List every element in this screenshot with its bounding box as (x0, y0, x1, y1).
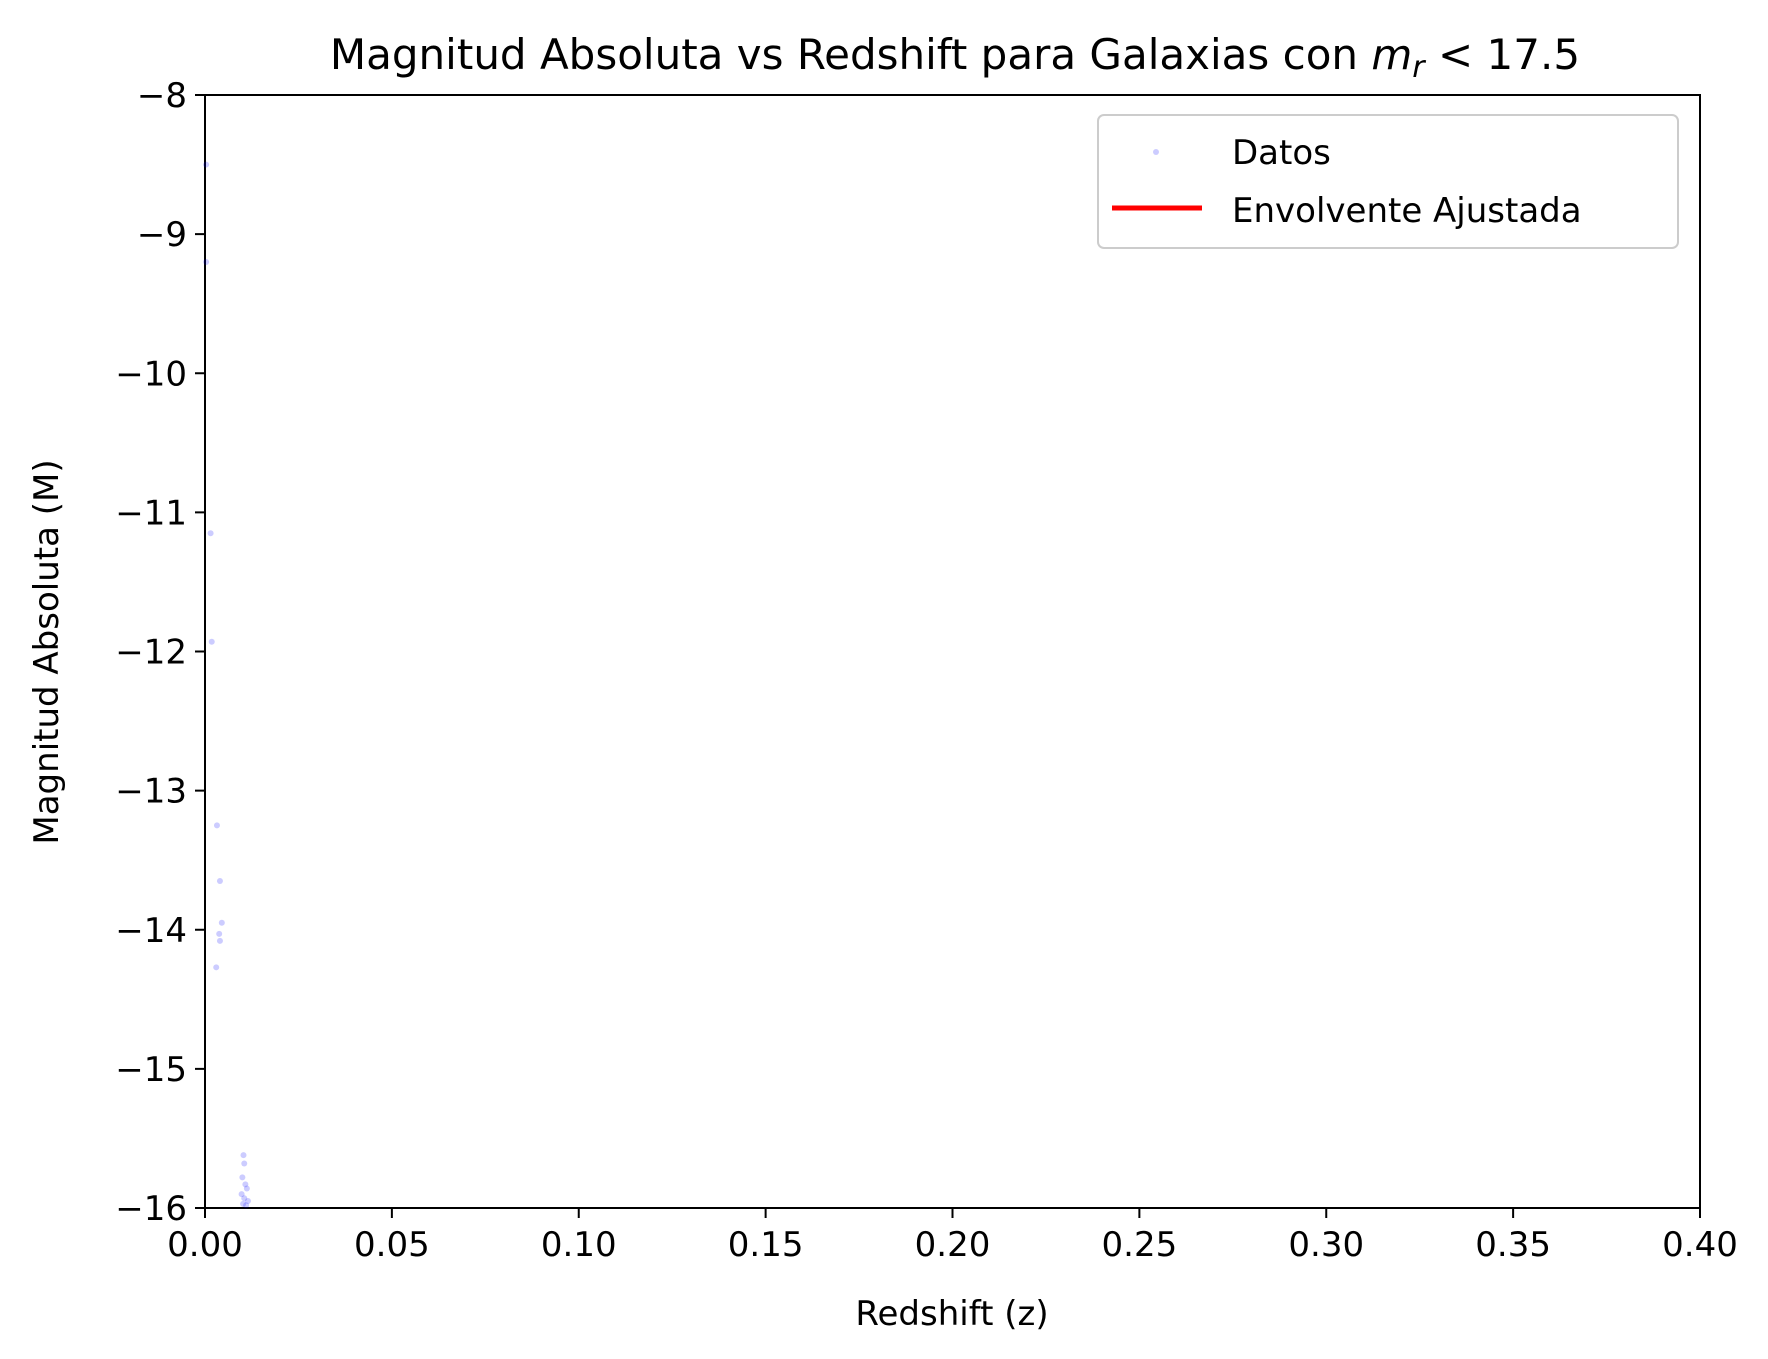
data-point (240, 1200, 247, 1207)
x-tick-label: 0.15 (728, 1225, 804, 1265)
scatter-points (203, 161, 251, 1209)
data-point (244, 1198, 251, 1205)
y-tick-label: −13 (115, 772, 187, 812)
legend-marker-datos (1153, 149, 1159, 155)
x-tick-label: 0.10 (541, 1225, 617, 1265)
y-tick-label: −15 (115, 1050, 187, 1090)
data-point (203, 161, 210, 168)
data-point (213, 822, 220, 829)
x-tick-label: 0.05 (354, 1225, 430, 1265)
chart-title: Magnitud Absoluta vs Redshift para Galax… (330, 30, 1580, 85)
x-tick-label: 0.00 (167, 1225, 243, 1265)
y-tick-label: −10 (115, 354, 187, 394)
data-point (216, 937, 223, 944)
title-math-var: m (1371, 30, 1412, 79)
legend-label-envolvente: Envolvente Ajustada (1232, 191, 1582, 231)
x-axis-label: Redshift (z) (855, 1294, 1048, 1334)
x-axis-ticks: 0.00 0.05 0.10 0.15 0.20 0.25 0.30 0.35 0.40 (167, 1208, 1738, 1265)
y-tick-label: −16 (115, 1189, 187, 1229)
data-point (243, 1202, 250, 1209)
y-tick-label: −9 (137, 215, 187, 255)
data-point (243, 1185, 250, 1192)
y-axis-label: Magnitud Absoluta (M) (27, 459, 67, 844)
legend-box (1097, 114, 1679, 249)
data-point (239, 1174, 246, 1181)
y-tick-label: −14 (115, 911, 187, 951)
title-math-rest: < 17.5 (1425, 30, 1580, 79)
data-point (241, 1160, 248, 1167)
plot-area-frame (204, 94, 1701, 1209)
x-tick-label: 0.40 (1662, 1225, 1738, 1265)
data-point (216, 878, 223, 885)
y-tick-label: −12 (115, 633, 187, 673)
data-point (240, 1152, 247, 1159)
x-tick-label: 0.20 (915, 1225, 991, 1265)
x-tick-label: 0.35 (1475, 1225, 1551, 1265)
y-tick-label: −8 (137, 76, 187, 116)
data-point (218, 919, 225, 926)
x-tick-label: 0.30 (1288, 1225, 1364, 1265)
y-axis-ticks: −8 −9 −10 −11 −12 −13 −14 −15 −16 (115, 76, 205, 1229)
y-tick-label: −11 (115, 493, 187, 533)
data-point (207, 530, 214, 537)
data-point (203, 258, 210, 265)
data-point (238, 1191, 245, 1198)
data-point (208, 638, 215, 645)
legend-label-datos: Datos (1232, 133, 1331, 173)
data-point (242, 1181, 249, 1188)
data-point (216, 930, 223, 937)
title-math-sub: r (1412, 50, 1426, 85)
x-tick-label: 0.25 (1102, 1225, 1178, 1265)
legend: Datos Envolvente Ajustada (1097, 114, 1679, 249)
data-point (213, 964, 220, 971)
data-point (241, 1195, 248, 1202)
